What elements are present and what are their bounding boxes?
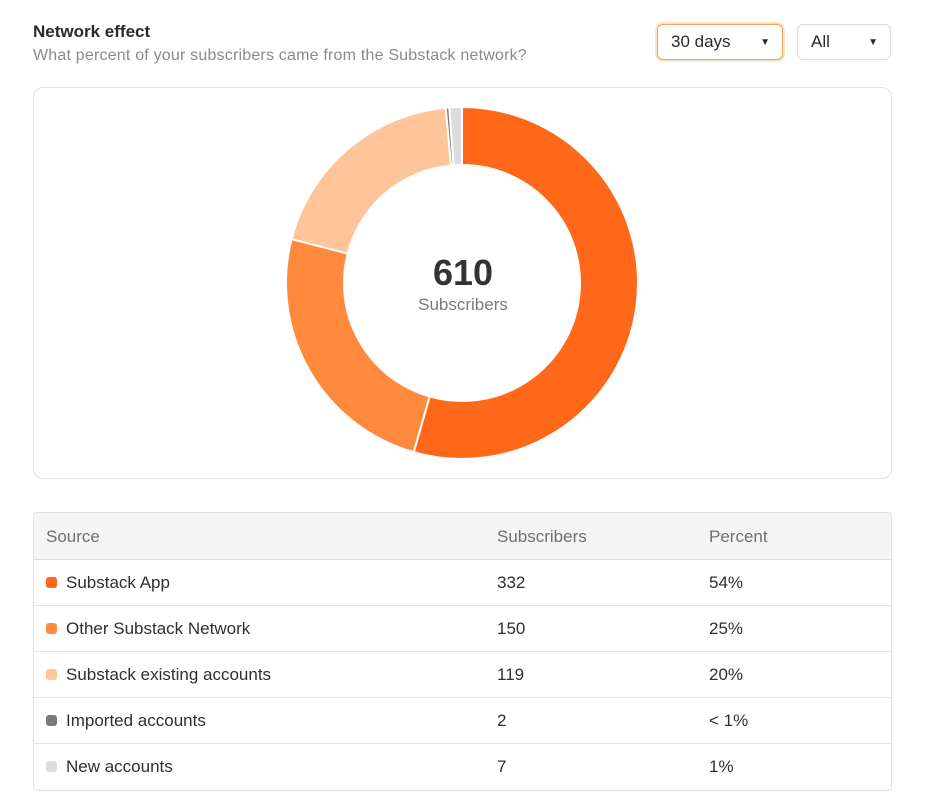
legend-swatch	[46, 669, 57, 680]
donut-total-label: Subscribers	[418, 295, 508, 314]
caret-down-icon: ▼	[868, 36, 878, 48]
table-row: Substack existing accounts 119 20%	[34, 652, 891, 698]
row-subscribers: 150	[497, 619, 526, 638]
period-select[interactable]: 30 days ▼	[657, 24, 783, 60]
legend-swatch	[46, 577, 57, 588]
legend-swatch	[46, 715, 57, 726]
row-source: Substack App	[66, 573, 170, 592]
row-percent: < 1%	[709, 711, 749, 730]
donut-slice-substack-existing-accounts[interactable]	[290, 106, 453, 255]
row-source: New accounts	[66, 757, 173, 776]
row-source: Imported accounts	[66, 711, 206, 730]
row-percent: 54%	[709, 573, 744, 592]
table-row: Substack App 332 54%	[34, 560, 891, 606]
row-source: Other Substack Network	[66, 619, 251, 638]
column-header-percent: Percent	[709, 527, 768, 546]
donut-slice-new-accounts[interactable]	[448, 105, 463, 167]
column-header-subscribers: Subscribers	[497, 527, 587, 546]
sources-table: Source Subscribers Percent Substack App 3…	[33, 512, 892, 791]
table-body: Substack App 332 54% Other Substack Network…	[34, 560, 891, 789]
section-subtitle: What percent of your subscribers came fr…	[33, 47, 527, 64]
row-percent: 1%	[709, 757, 734, 776]
donut-chart	[285, 105, 639, 460]
row-subscribers: 332	[497, 573, 526, 592]
row-subscribers: 7	[497, 757, 507, 776]
row-subscribers: 2	[497, 711, 507, 730]
caret-down-icon: ▼	[760, 36, 770, 48]
table-row: Imported accounts 2 < 1%	[34, 698, 891, 744]
audience-select-value: All	[811, 32, 830, 51]
table-row: New accounts 7 1%	[34, 744, 891, 789]
row-percent: 20%	[709, 665, 744, 684]
legend-swatch	[46, 623, 57, 634]
audience-select[interactable]: All ▼	[797, 24, 891, 60]
donut-chart-card: 610 Subscribers	[33, 87, 892, 479]
row-subscribers: 119	[497, 665, 525, 684]
donut-slice-substack-app[interactable]	[412, 105, 639, 460]
period-select-value: 30 days	[671, 32, 731, 51]
table-row: Other Substack Network 150 25%	[34, 606, 891, 652]
row-percent: 25%	[709, 619, 744, 638]
section-title: Network effect	[33, 22, 151, 41]
column-header-source: Source	[46, 527, 100, 546]
donut-total: 610	[432, 252, 494, 293]
row-source: Substack existing accounts	[66, 665, 272, 684]
legend-swatch	[46, 761, 57, 772]
table-header: Source Subscribers Percent	[34, 513, 891, 560]
